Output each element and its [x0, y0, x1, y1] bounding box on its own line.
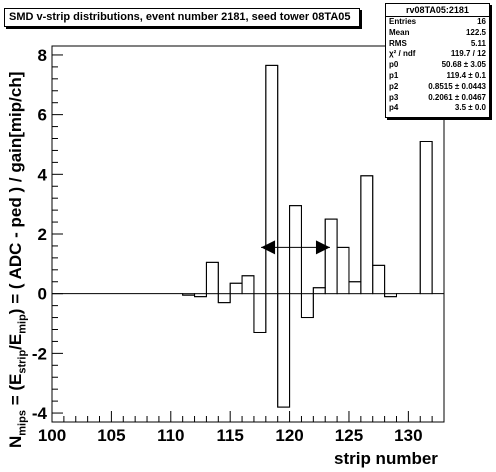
stats-value: 16: [477, 17, 486, 26]
x-tick-label: 125: [335, 426, 363, 445]
stats-rows: Entries 16 Mean 122.5 RMS 5.11 χ² / ndf 119.7 /…: [386, 17, 489, 114]
y-tick-label: 8: [38, 46, 47, 65]
histogram-bar: [336, 246, 350, 295]
fit-arrowhead-right: [315, 240, 330, 255]
stats-row: p4 3.5 ± 0.0: [386, 103, 489, 114]
histogram-bar: [265, 64, 279, 295]
histogram-bar: [217, 293, 231, 304]
histogram-bar: [194, 293, 207, 298]
histogram-bar: [241, 275, 255, 295]
histogram-bar: [300, 293, 314, 319]
stats-label: Mean: [389, 27, 410, 37]
histogram-bar: [205, 261, 219, 295]
y-tick-label: -2: [32, 344, 47, 363]
y-tick-label: 0: [38, 285, 47, 304]
y-axis-ticks: -4 -2 0 2 4 6 8: [32, 46, 63, 423]
stats-value: 0.2061 ± 0.0467: [428, 92, 486, 102]
stats-label: p4: [389, 103, 399, 113]
x-tick-label: 105: [97, 426, 125, 445]
stats-row: Mean 122.5: [386, 28, 489, 39]
histogram-bins: [52, 64, 444, 408]
stats-row: p3 0.2061 ± 0.0467: [386, 93, 489, 104]
stats-row: p0 50.68 ± 3.05: [386, 60, 489, 71]
stats-label: χ² / ndf: [389, 49, 416, 59]
histogram-bar: [384, 293, 397, 298]
x-tick-label: 130: [394, 426, 422, 445]
stats-label: p0: [389, 60, 399, 70]
stats-value: 122.5: [465, 27, 486, 37]
stats-value: 119.7 / 12: [450, 49, 486, 59]
stats-value: 3.5 ± 0.0: [454, 103, 486, 113]
x-tick-label: 100: [38, 426, 66, 445]
stats-header: rv08TA05:2181: [386, 4, 489, 17]
histogram-bar: [277, 293, 291, 408]
stats-label: RMS: [389, 38, 407, 48]
histogram-bar: [372, 264, 386, 295]
y-axis-label: Nmips = (Estrip/Emip) = ( ADC - ped ) / …: [6, 71, 29, 448]
chart-title: SMD v-strip distributions, event number …: [4, 8, 360, 27]
histogram-bar: [419, 140, 433, 295]
x-tick-label: 110: [157, 426, 184, 445]
stats-box: rv08TA05:2181 Entries 16 Mean 122.5 RMS 5.11 χ…: [385, 3, 490, 118]
x-axis-ticks: 100 105 110 115 120 125 130: [38, 411, 445, 445]
fit-arrowhead-left: [261, 240, 276, 255]
x-axis-label: strip number: [334, 449, 438, 468]
y-tick-label: 4: [38, 165, 48, 184]
stats-row: Entries 16: [386, 17, 489, 28]
stats-value: 0.8515 ± 0.0443: [428, 81, 486, 91]
fit-arrow: [261, 240, 330, 255]
plot-frame: [51, 45, 445, 423]
stats-value: 50.68 ± 3.05: [441, 60, 486, 70]
stats-value: 5.11: [470, 38, 486, 48]
y-tick-label: -4: [32, 404, 48, 423]
stats-label: p1: [389, 70, 399, 80]
y-tick-label: 2: [38, 225, 47, 244]
stats-row: p1 119.4 ± 0.1: [386, 71, 489, 82]
x-tick-label: 120: [275, 426, 303, 445]
x-tick-label: 115: [216, 426, 243, 445]
y-tick-label: 6: [38, 106, 47, 125]
histogram-bar: [253, 293, 267, 333]
stats-row: χ² / ndf 119.7 / 12: [386, 49, 489, 60]
stats-label: p2: [389, 81, 399, 91]
stats-label: p3: [389, 92, 399, 102]
histogram-bar: [360, 175, 374, 295]
stats-value: 119.4 ± 0.1: [446, 70, 486, 80]
stats-label: Entries: [389, 17, 417, 26]
stats-row: p2 0.8515 ± 0.0443: [386, 82, 489, 93]
histogram-bar: [289, 205, 302, 295]
stats-row: RMS 5.11: [386, 39, 489, 50]
